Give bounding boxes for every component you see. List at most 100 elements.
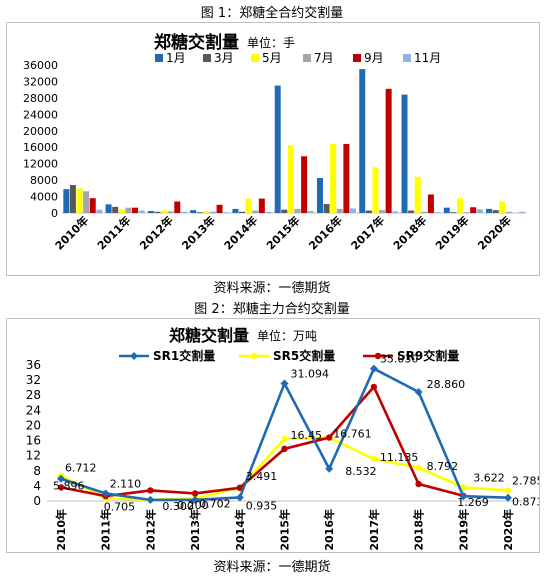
line-data-label: 3.622 — [473, 471, 505, 484]
bar-legend-label: 5月 — [262, 51, 282, 65]
bar-3月-2015年 — [281, 209, 288, 213]
bar-chart-x-axis: 2010年 2011年 2012年 2013年 2014年 2015年 2016年 2017年… — [52, 213, 514, 252]
bar-11月-2014年 — [265, 211, 272, 213]
bar-1月-2013年 — [190, 210, 197, 213]
point-SR1交割量-2010年 — [57, 474, 65, 483]
bar-y-tick-label: 16000 — [23, 141, 58, 154]
bar-legend-swatch — [353, 54, 361, 62]
bar-y-tick-label: 32000 — [23, 75, 58, 88]
bar-x-tick-label: 2012年 — [136, 213, 175, 252]
bar-9月-2018年 — [427, 194, 434, 213]
bar-3月-2012年 — [154, 211, 161, 213]
bar-11月-2020年 — [519, 211, 526, 213]
point-SR9交割量-2016年 — [326, 434, 333, 441]
line-y-tick-label: 20 — [26, 418, 41, 432]
bar-3月-2020年 — [492, 210, 499, 213]
bar-7月-2019年 — [463, 212, 470, 213]
bar-9月-2013年 — [216, 204, 223, 213]
bar-x-tick-label: 2011年 — [94, 213, 133, 252]
line-legend-label: SR9交割量 — [397, 348, 459, 363]
line-legend-label: SR5交割量 — [273, 348, 335, 363]
line-x-tick-label: 2012年 — [143, 509, 157, 551]
line-chart-legend: SR1交割量 SR5交割量 SR9交割量 — [119, 348, 459, 363]
bar-5月-2013年 — [203, 211, 210, 213]
bar-7月-2016年 — [336, 208, 343, 213]
bar-9月-2014年 — [258, 198, 265, 213]
point-SR5交割量-2015年 — [281, 435, 288, 443]
line-data-label: 35.030 — [380, 353, 419, 366]
bar-legend-label: 7月 — [314, 51, 334, 65]
bar-5月-2010年 — [76, 188, 83, 213]
bar-y-tick-label: 8000 — [30, 174, 58, 187]
bar-5月-2016年 — [330, 143, 337, 213]
bar-9月-2016年 — [343, 143, 350, 213]
bar-1月-2019年 — [443, 207, 450, 213]
bar-chart-title: 郑糖交割量 — [154, 32, 239, 53]
bar-7月-2011年 — [125, 207, 132, 213]
bar-5月-2011年 — [118, 209, 125, 213]
line-data-label: 28.860 — [427, 378, 466, 391]
bar-7月-2013年 — [209, 211, 216, 213]
bar-1月-2016年 — [316, 178, 323, 213]
bar-legend-label: 11月 — [414, 51, 441, 65]
line-data-label: 0.200 — [177, 499, 209, 512]
bar-7月-2012年 — [167, 211, 174, 213]
bar-1月-2017年 — [359, 69, 366, 213]
bar-y-tick-label: 36000 — [23, 59, 58, 72]
figure-1-source: 资料来源：一德期货 — [213, 281, 331, 296]
bar-3月-2011年 — [112, 206, 119, 213]
bar-legend-swatch — [403, 54, 411, 62]
bar-3月-2016年 — [323, 203, 330, 213]
point-SR1交割量-2014年 — [235, 493, 244, 502]
bar-5月-2017年 — [372, 167, 379, 213]
bar-11月-2013年 — [223, 212, 230, 213]
point-SR1交割量-2017年 — [369, 364, 378, 373]
point-SR1交割量-2020年 — [504, 493, 512, 502]
bar-3月-2019年 — [450, 212, 457, 213]
line-data-label: 0.873 — [512, 496, 539, 509]
point-SR5交割量-2017年 — [370, 455, 378, 463]
bar-1月-2020年 — [486, 208, 493, 213]
bar-chart-legend: 1月 3月 5月 7月 9月 11月 — [155, 51, 441, 65]
bar-7月-2015年 — [294, 208, 301, 213]
bar-7月-2020年 — [505, 211, 512, 213]
point-SR9交割量-2010年 — [57, 484, 65, 491]
bar-1月-2010年 — [63, 189, 70, 213]
line-y-tick-label: 16 — [26, 434, 41, 448]
point-SR1交割量-2012年 — [146, 495, 155, 504]
bar-chart-subtitle: 单位：手 — [247, 35, 295, 50]
line-chart-panel: 郑糖交割量 单位：万吨 SR1交割量 SR5交割量 SR9交割量 0 4 8 12 16 20… — [6, 318, 544, 553]
bar-y-tick-label: 0 — [51, 207, 58, 220]
bar-x-tick-label: 2015年 — [263, 213, 302, 252]
bar-y-tick-label: 28000 — [23, 92, 58, 105]
bar-x-tick-label: 2018年 — [390, 213, 429, 252]
figure-2-source: 资料来源：一德期货 — [213, 560, 331, 575]
bar-9月-2019年 — [470, 207, 477, 213]
bar-1月-2014年 — [232, 208, 239, 213]
bar-x-tick-label: 2013年 — [179, 213, 218, 252]
line-chart-subtitle: 单位：万吨 — [257, 328, 317, 343]
bar-7月-2014年 — [252, 210, 259, 213]
point-SR5交割量-2019年 — [460, 484, 467, 491]
line-data-label: 3.491 — [246, 470, 277, 483]
bar-11月-2015年 — [307, 210, 314, 213]
line-data-label: 5.896 — [53, 480, 85, 493]
line-SR9交割量 — [60, 384, 464, 498]
bar-11月-2011年 — [138, 210, 145, 213]
line-x-tick-label: 2017年 — [367, 509, 381, 551]
bar-3月-2014年 — [239, 211, 246, 213]
bar-9月-2015年 — [301, 156, 308, 213]
line-y-tick-label: 12 — [26, 449, 41, 463]
bar-11月-2016年 — [349, 208, 356, 213]
bar-9月-2011年 — [132, 207, 139, 213]
point-SR1交割量-2018年 — [414, 387, 423, 396]
line-data-label: 0.935 — [246, 499, 277, 512]
point-SR9交割量-2014年 — [236, 484, 243, 491]
point-SR1交割量-2015年 — [280, 379, 289, 388]
line-x-tick-label: 2015年 — [278, 509, 292, 551]
bar-1月-2011年 — [105, 204, 112, 213]
line-y-tick-label: 24 — [26, 403, 41, 417]
